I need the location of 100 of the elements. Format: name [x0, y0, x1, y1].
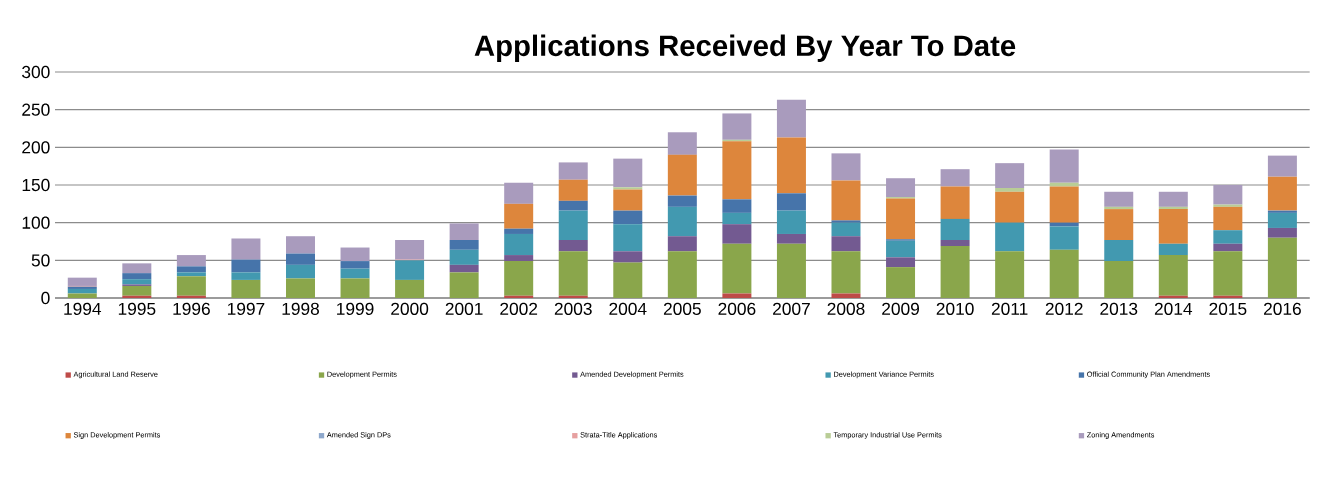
bar [285, 236, 315, 254]
bar [940, 246, 970, 298]
bar [1267, 155, 1297, 177]
bar [285, 278, 315, 298]
bar [1158, 255, 1188, 296]
bar [67, 277, 97, 286]
bar [831, 153, 861, 181]
bar [1267, 176, 1297, 211]
bar [613, 158, 643, 188]
bar [1213, 185, 1243, 205]
bar [667, 236, 697, 252]
bar [722, 141, 752, 200]
bar [1049, 249, 1079, 298]
x-tick-label: 2006 [718, 302, 756, 315]
bar [449, 249, 479, 265]
bar [122, 279, 152, 285]
bar [613, 224, 643, 252]
bar [886, 240, 916, 258]
bar [613, 210, 643, 225]
bar [1158, 243, 1188, 256]
bar [504, 255, 534, 262]
x-tick-label: 1997 [227, 302, 265, 315]
bar [1213, 243, 1243, 252]
bar [1104, 261, 1134, 298]
bar [831, 180, 861, 221]
bar [340, 247, 370, 262]
bar [1267, 227, 1297, 238]
bar [940, 186, 970, 219]
bar [1158, 191, 1188, 207]
bar [886, 198, 916, 240]
x-tick-label: 1999 [337, 302, 374, 315]
y-tick-label: 0 [41, 291, 50, 305]
x-tick-label: 2004 [609, 302, 647, 315]
bar [449, 264, 479, 273]
x-tick-label: 2013 [1100, 302, 1138, 315]
bar [122, 273, 152, 280]
bar [831, 222, 861, 237]
y-tick-label: 200 [22, 141, 50, 154]
bar [449, 223, 479, 240]
bar [776, 233, 806, 244]
x-tick-label: 2002 [500, 302, 538, 315]
bar [1267, 212, 1297, 228]
bar [995, 191, 1025, 223]
bar [231, 272, 261, 280]
bar [995, 163, 1025, 189]
bar [776, 210, 806, 234]
bar [558, 239, 588, 252]
bar [1213, 251, 1243, 296]
x-tick-label: 1998 [282, 302, 319, 315]
bar [558, 251, 588, 296]
bar [558, 162, 588, 180]
x-tick-label: 2007 [773, 302, 810, 315]
bar [395, 260, 425, 280]
x-tick-label: 2010 [936, 302, 974, 315]
bar [176, 266, 206, 273]
x-tick-label: 2016 [1264, 302, 1301, 315]
y-tick-label: 100 [22, 216, 50, 229]
bar [340, 268, 370, 279]
bar [776, 193, 806, 211]
y-tick-label: 150 [22, 178, 50, 192]
x-tick-label: 2003 [554, 302, 592, 315]
bar [776, 243, 806, 298]
bar [1213, 230, 1243, 244]
bar [504, 203, 534, 229]
bar [1104, 191, 1134, 207]
bar [722, 293, 752, 298]
bar [940, 169, 970, 187]
bar [67, 293, 97, 298]
chart-title: Applications Received By Year To Date [474, 34, 1016, 62]
bar [995, 188, 1025, 192]
x-tick-label: 2001 [445, 302, 483, 315]
bar [722, 199, 752, 213]
bar [722, 243, 752, 294]
y-tick-label: 300 [22, 65, 50, 79]
bar [231, 238, 261, 260]
x-tick-label: 2012 [1045, 302, 1083, 315]
bar [1104, 239, 1134, 262]
x-tick-label: 2005 [663, 302, 701, 315]
x-tick-label: 1994 [64, 302, 102, 315]
bar [667, 132, 697, 155]
bar [1049, 182, 1079, 187]
x-tick-label: 2000 [391, 302, 429, 315]
bar [940, 239, 970, 247]
bar [940, 218, 970, 240]
y-tick-label: 50 [31, 254, 50, 267]
bar [613, 187, 643, 190]
bar [667, 195, 697, 207]
bar [722, 212, 752, 225]
bar [558, 210, 588, 240]
bar [722, 224, 752, 244]
x-tick-label: 1996 [173, 302, 210, 315]
bar [504, 228, 534, 234]
bar [613, 262, 643, 298]
x-tick-label: 2015 [1209, 302, 1247, 315]
x-tick-label: 2014 [1154, 302, 1193, 315]
bar [831, 293, 861, 298]
x-tick-label: 2011 [991, 302, 1028, 315]
bar [831, 251, 861, 294]
x-tick-label: 2009 [882, 302, 919, 315]
bar [831, 236, 861, 252]
